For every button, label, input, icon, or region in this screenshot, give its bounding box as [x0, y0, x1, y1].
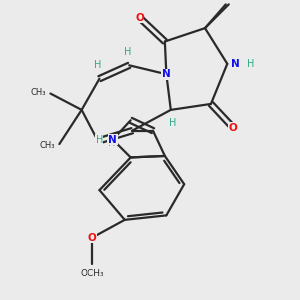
- Text: CH₃: CH₃: [31, 88, 46, 97]
- Text: N: N: [162, 69, 171, 79]
- Text: H: H: [94, 60, 102, 70]
- Text: H: H: [247, 59, 254, 69]
- Text: N: N: [231, 59, 240, 69]
- Text: O: O: [229, 123, 238, 133]
- Text: CH₃: CH₃: [39, 141, 55, 150]
- Text: H: H: [96, 135, 103, 145]
- Text: OCH₃: OCH₃: [80, 269, 104, 278]
- Text: O: O: [135, 13, 144, 23]
- Text: H: H: [108, 138, 115, 148]
- Text: N: N: [109, 135, 117, 145]
- Text: H: H: [169, 118, 176, 128]
- Text: H: H: [124, 47, 131, 57]
- Text: O: O: [88, 233, 96, 243]
